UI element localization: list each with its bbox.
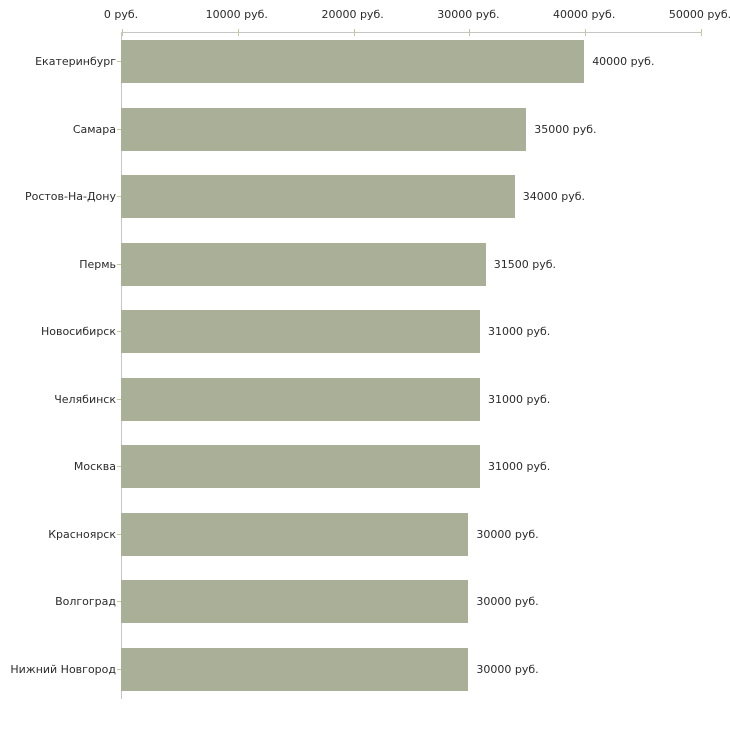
category-cell: Ростов-На-Дону (0, 175, 121, 218)
x-tick (701, 29, 702, 36)
bar-row: Ростов-На-Дону 34000 руб. (0, 175, 700, 243)
bar-track: 30000 руб. (121, 647, 700, 691)
category-cell: Нижний Новгород (0, 648, 121, 691)
bar (121, 377, 480, 421)
category-cell: Екатеринбург (0, 40, 121, 83)
bar (121, 580, 469, 623)
category-tick (117, 398, 121, 400)
x-tick-label: 10000 руб. (205, 8, 268, 21)
value-label: 31000 руб. (487, 460, 551, 473)
bar-row: Екатеринбург 40000 руб. (0, 40, 700, 108)
bar-row: Пермь 31500 руб. (0, 242, 700, 311)
category-tick (117, 263, 121, 265)
x-tick (469, 29, 471, 36)
category-tick (117, 668, 121, 670)
x-tick-label: 50000 руб. (668, 8, 730, 21)
x-tick-label: 20000 руб. (321, 8, 384, 21)
category-cell: Волгоград (0, 580, 121, 623)
x-tick-label: 30000 руб. (437, 8, 500, 21)
plot-area (121, 29, 702, 699)
category-tick (117, 196, 121, 197)
x-tick-label: 40000 руб. (553, 8, 616, 21)
category-cell: Москва (0, 445, 121, 488)
x-tick (122, 29, 123, 36)
bar (121, 647, 469, 691)
bar-row: Нижний Новгород 30000 руб. (0, 647, 700, 716)
bar-track: 34000 руб. (121, 175, 700, 218)
value-label: 34000 руб. (522, 190, 585, 203)
bar-track: 30000 руб. (121, 512, 700, 556)
category-tick (117, 61, 121, 62)
bar-track: 31500 руб. (121, 242, 700, 286)
value-label: 40000 руб. (592, 55, 655, 68)
bar (121, 175, 515, 218)
category-label: Челябинск (54, 392, 116, 406)
x-tick-label: 0 руб. (103, 8, 139, 21)
category-tick (117, 601, 121, 602)
category-cell: Пермь (0, 243, 121, 286)
category-label: Москва (73, 460, 116, 473)
category-tick (117, 533, 121, 535)
bar (121, 242, 486, 286)
category-label: Екатеринбург (35, 55, 116, 68)
value-label: 30000 руб. (476, 595, 539, 608)
bar (121, 40, 585, 83)
value-label: 30000 руб. (476, 662, 539, 676)
category-tick (117, 128, 121, 130)
bar-row: Новосибирск 31000 руб. (0, 310, 700, 378)
category-cell: Челябинск (0, 378, 121, 421)
value-label: 31000 руб. (487, 325, 551, 338)
x-tick (353, 29, 355, 36)
bar-row: Москва 31000 руб. (0, 445, 700, 513)
category-label: Пермь (79, 257, 116, 271)
category-label: Волгоград (55, 595, 116, 608)
category-cell: Самара (0, 108, 121, 151)
category-label: Новосибирск (40, 325, 116, 338)
x-tick (237, 29, 239, 36)
bar-rows: Екатеринбург 40000 руб. Самара 35000 руб… (0, 40, 700, 715)
value-label: 35000 руб. (534, 122, 597, 136)
bar (121, 512, 469, 556)
bar (121, 310, 480, 353)
bar (121, 107, 527, 151)
bar-track: 31000 руб. (121, 310, 700, 353)
bar-track: 31000 руб. (121, 445, 700, 488)
value-label: 30000 руб. (476, 527, 539, 541)
category-tick (117, 466, 121, 467)
category-label: Нижний Новгород (10, 662, 116, 676)
bar-track: 31000 руб. (121, 377, 700, 421)
bar-row: Красноярск 30000 руб. (0, 512, 700, 581)
value-label: 31000 руб. (487, 392, 551, 406)
category-cell: Новосибирск (0, 310, 121, 353)
category-label: Самара (72, 122, 116, 136)
x-axis-labels: 0 руб. 10000 руб. 20000 руб. 30000 руб. 4000… (104, 8, 730, 24)
x-tick (585, 29, 587, 36)
bar-row: Челябинск 31000 руб. (0, 377, 700, 446)
category-label: Красноярск (48, 527, 116, 541)
category-cell: Красноярск (0, 513, 121, 556)
bar-track: 35000 руб. (121, 107, 700, 151)
bar-row: Волгоград 30000 руб. (0, 580, 700, 648)
bar-track: 40000 руб. (121, 40, 700, 83)
value-label: 31500 руб. (493, 257, 557, 271)
category-tick (117, 331, 121, 332)
category-label: Ростов-На-Дону (24, 190, 116, 203)
bar-row: Самара 35000 руб. (0, 107, 700, 176)
bar-track: 30000 руб. (121, 580, 700, 623)
bar (121, 445, 480, 488)
